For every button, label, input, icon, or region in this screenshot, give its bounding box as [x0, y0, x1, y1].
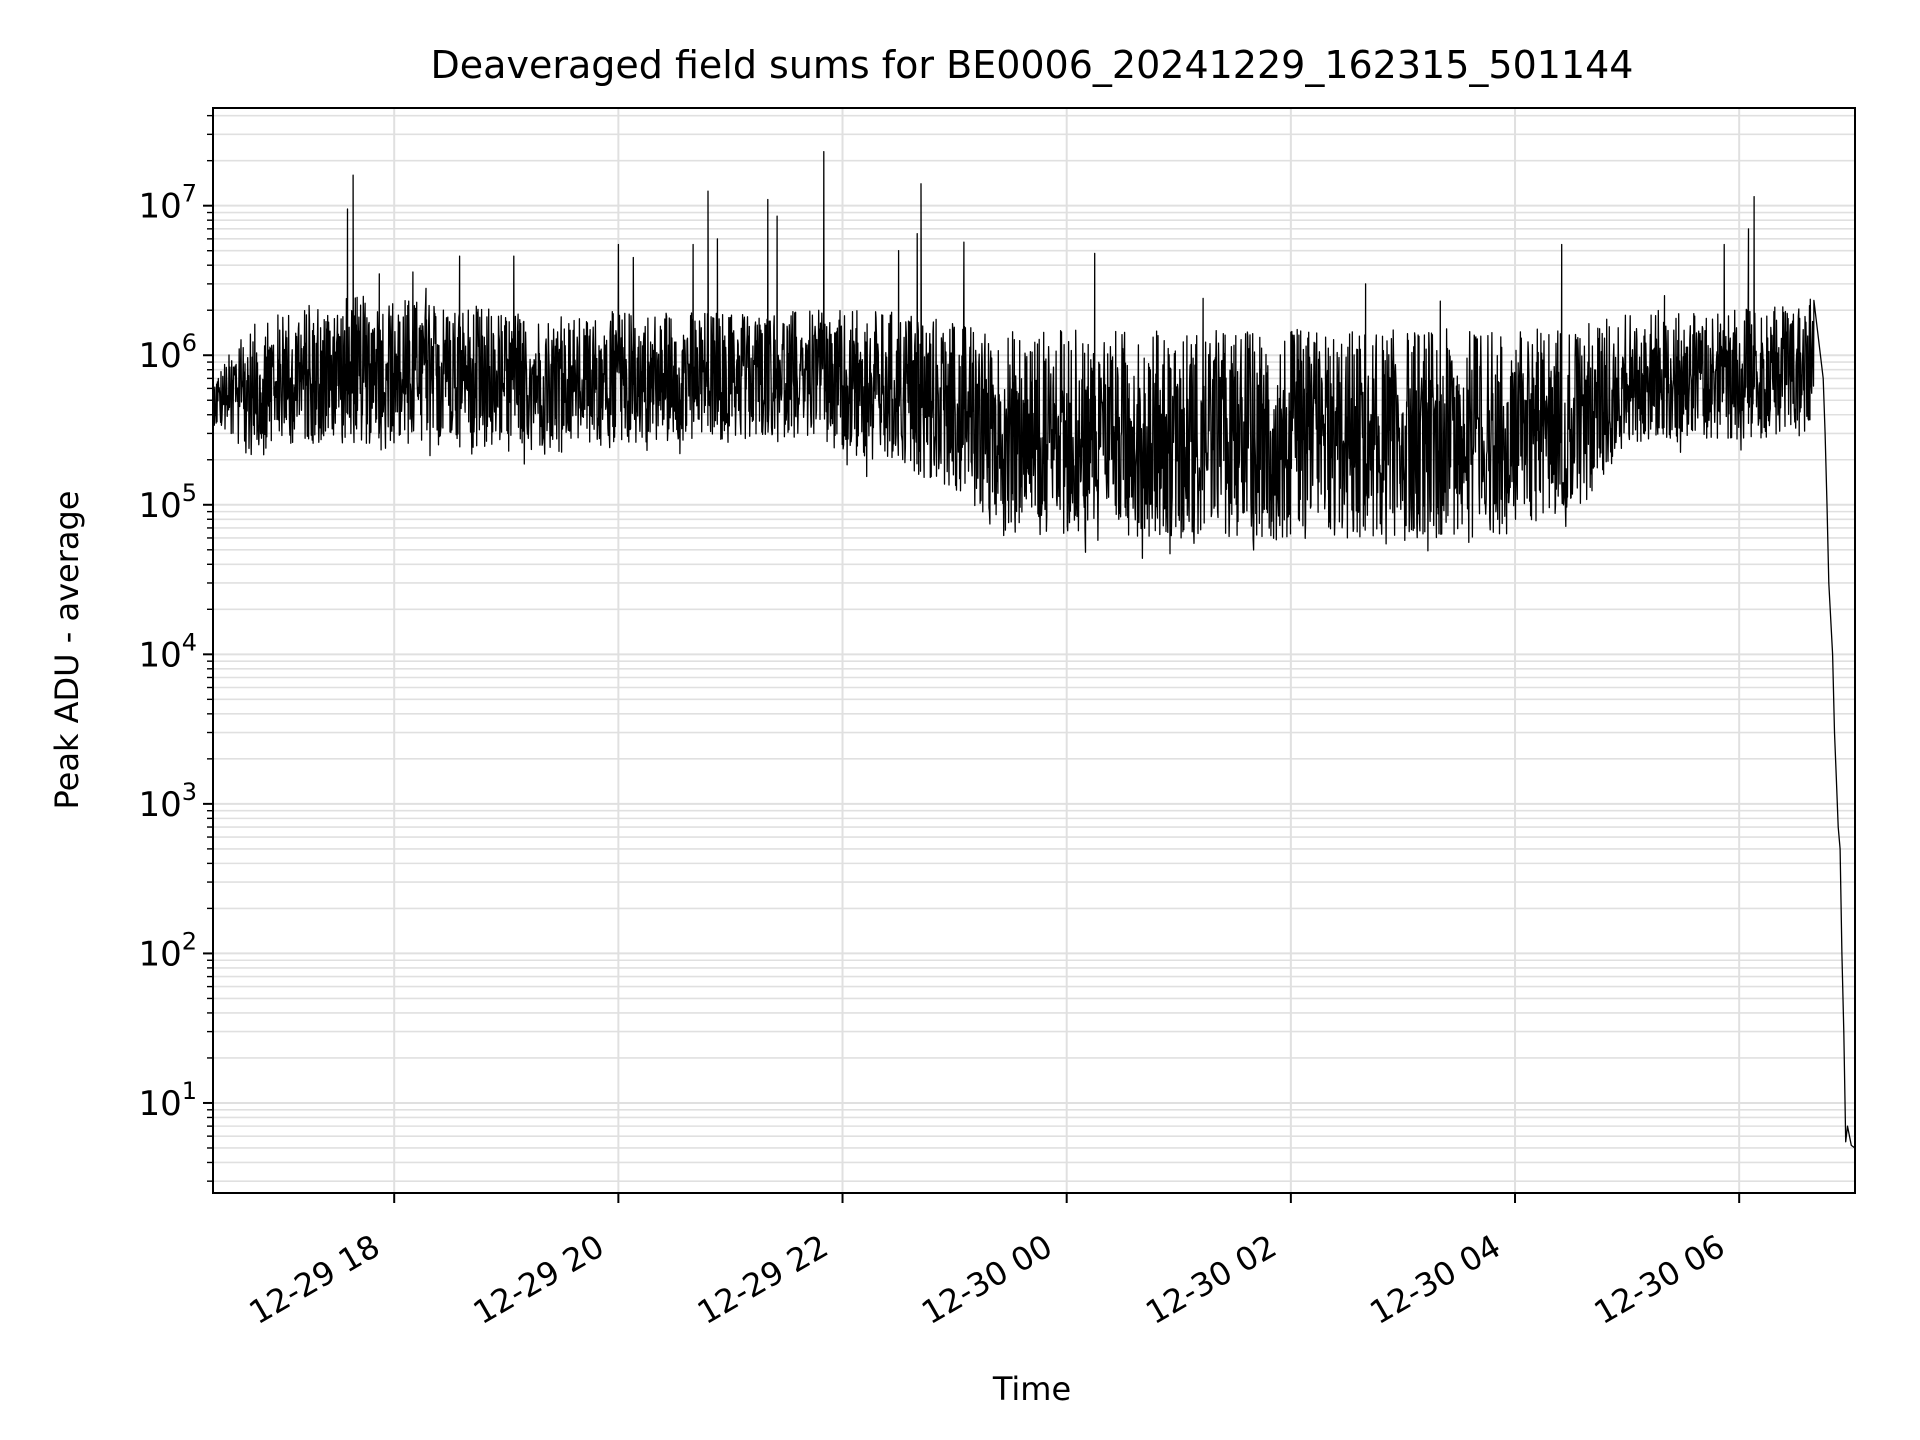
y-tick-label: 103	[138, 778, 197, 825]
x-tick-label: 12-29 18	[243, 1227, 387, 1332]
y-tick-label: 102	[138, 927, 197, 974]
series-path	[212, 150, 1856, 1149]
x-axis-ticks: 12-29 18 12-29 20 12-29 22 12-30 00 12-30 02…	[243, 1193, 1741, 1332]
series-line	[212, 150, 1856, 1149]
y-tick-label: 106	[138, 329, 197, 376]
y-axis-label: Peak ADU - average	[48, 491, 86, 810]
chart-title: Deaveraged field sums for BE0006_2024122…	[431, 43, 1634, 87]
x-tick-label: 12-29 20	[467, 1227, 611, 1332]
y-tick-label: 101	[138, 1077, 197, 1124]
x-tick-label: 12-29 22	[691, 1227, 835, 1332]
y-tick-label: 104	[138, 628, 197, 675]
plot-frame	[212, 107, 1856, 1194]
y-tick-label: 107	[138, 180, 197, 227]
x-tick-label: 12-30 00	[915, 1227, 1059, 1332]
y-axis-ticks: 101 102 103 104 105 106 107	[138, 114, 213, 1182]
x-tick-label: 12-30 02	[1139, 1227, 1283, 1332]
x-axis-label: Time	[992, 1370, 1071, 1408]
x-tick-label: 12-30 04	[1363, 1227, 1507, 1332]
y-tick-label: 105	[138, 479, 197, 526]
x-tick-label: 12-30 06	[1588, 1227, 1732, 1332]
